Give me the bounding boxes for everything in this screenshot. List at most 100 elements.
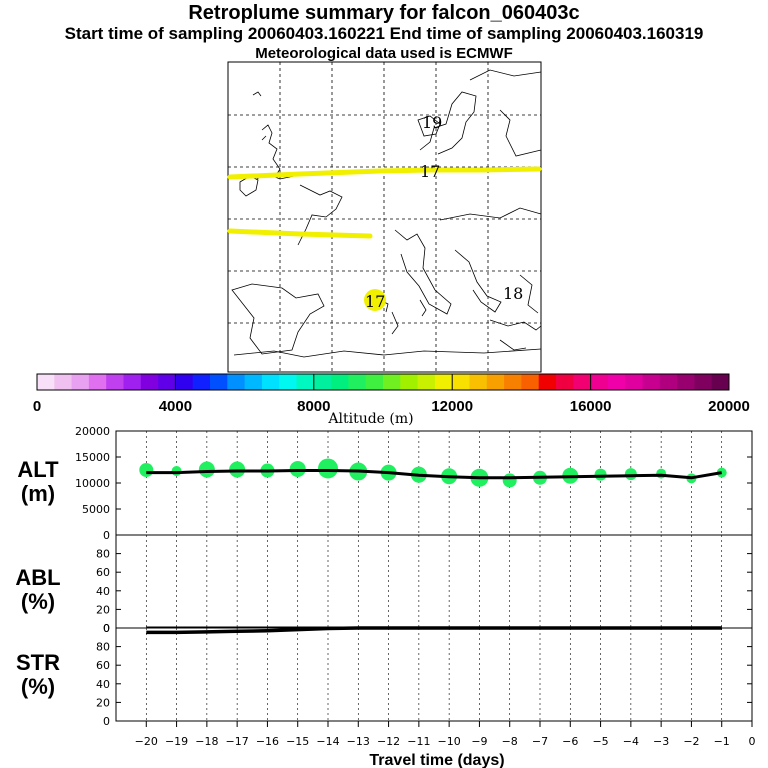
colorbar-swatch — [659, 374, 678, 390]
colorbar-swatch — [279, 374, 297, 390]
x-tick-label: −12 — [377, 735, 400, 748]
colorbar-tick-label: 20000 — [708, 398, 750, 415]
x-tick-label: −4 — [623, 735, 639, 748]
colorbar-swatch — [365, 374, 384, 390]
map-label-17-south: 17 — [365, 292, 385, 311]
colorbar-swatch — [71, 374, 90, 390]
colorbar-swatch — [677, 374, 695, 390]
met-data-line: Meteorological data used is ECMWF — [255, 45, 513, 62]
colorbar-swatch — [486, 374, 505, 390]
abl-ytick-label: 0 — [103, 622, 110, 635]
alt-ytick-label: 5000 — [82, 503, 110, 516]
colorbar-swatch — [175, 374, 194, 390]
str-ytick-label: 20 — [96, 696, 110, 709]
colorbar-swatch — [642, 374, 661, 390]
str-ytick-label: 80 — [96, 641, 110, 654]
colorbar-title: Altitude (m) — [327, 411, 413, 427]
alt-point — [139, 463, 154, 477]
alt-ytick-label: 15000 — [75, 451, 110, 464]
colorbar-swatch — [54, 374, 73, 390]
plume-marker — [364, 289, 386, 311]
colorbar-swatch — [106, 374, 124, 390]
map-gridlines — [228, 62, 541, 372]
abl-label-line2: (%) — [20, 589, 56, 614]
colorbar-swatch — [469, 374, 488, 390]
plume-track-north — [227, 166, 542, 180]
abl-panel-frame — [115, 534, 753, 629]
abl-ytick-label: 20 — [96, 603, 110, 616]
colorbar-swatch — [296, 374, 315, 390]
altitude-colorbar — [37, 374, 730, 390]
colorbar-tick-labels: 0 4000 8000 12000 16000 20000 — [33, 374, 750, 415]
str-ytick-label: 40 — [96, 678, 110, 691]
colorbar-swatch — [261, 374, 280, 390]
alt-label-line1: ALT — [17, 457, 59, 482]
colorbar-swatch — [400, 374, 419, 390]
colorbar-swatch — [452, 374, 470, 390]
x-tick-label: −5 — [592, 735, 608, 748]
colorbar-swatch — [556, 374, 574, 390]
map-panel: 19 17 17 18 — [227, 61, 542, 373]
colorbar-swatch — [313, 374, 332, 390]
abl-ytick-label: 60 — [96, 566, 110, 579]
alt-panel-frame — [115, 430, 753, 536]
alt-point — [289, 460, 306, 477]
colorbar-swatch — [123, 374, 142, 390]
colorbar-tick-label: 12000 — [431, 398, 473, 415]
alt-point — [198, 461, 215, 478]
x-tick-label: −16 — [256, 735, 279, 748]
chart-title: Retroplume summary for falcon_060403c — [188, 2, 580, 24]
x-axis-tick-labels: −20 −19 −18 −17 −16 −15 −14 −13 −12 −11 −10 −9 −8 −7−… — [135, 721, 756, 748]
alt-series-line — [146, 469, 722, 480]
x-tick-label: 0 — [749, 735, 756, 748]
plume-track-south — [227, 228, 373, 239]
x-tick-label: −20 — [135, 735, 158, 748]
x-tick-label: −11 — [407, 735, 430, 748]
colorbar-swatch — [538, 374, 557, 390]
str-panel-frame — [115, 627, 753, 722]
str-series-line — [146, 626, 722, 635]
map-label-17-north: 17 — [420, 162, 440, 181]
x-tick-label: −13 — [347, 735, 370, 748]
colorbar-swatch — [521, 374, 540, 390]
str-ytick-label: 0 — [103, 622, 110, 635]
x-tick-label: −7 — [532, 735, 548, 748]
colorbar-swatch — [158, 374, 176, 390]
x-tick-label: −6 — [562, 735, 578, 748]
abl-ytick-label: 40 — [96, 585, 110, 598]
str-label-line1: STR — [16, 650, 60, 675]
x-axis-title: Travel time (days) — [369, 752, 504, 768]
map-label-18: 18 — [503, 284, 523, 303]
colorbar-swatch — [625, 374, 643, 390]
colorbar-tick-label: 0 — [33, 398, 41, 415]
colorbar-tick-label: 8000 — [297, 398, 330, 415]
alt-point — [502, 473, 517, 488]
colorbar-swatch — [504, 374, 522, 390]
x-tick-label: −14 — [316, 735, 339, 748]
sampling-time-line: Start time of sampling 20060403.160221 E… — [64, 24, 704, 43]
str-ytick-label: 60 — [96, 659, 110, 672]
x-tick-label: −2 — [683, 735, 699, 748]
colorbar-swatch — [417, 374, 436, 390]
colorbar-swatch — [227, 374, 246, 390]
str-label-line2: (%) — [20, 674, 56, 699]
x-tick-label: −18 — [195, 735, 218, 748]
plume-tracks — [227, 166, 542, 239]
colorbar-swatch — [244, 374, 263, 390]
colorbar-swatch — [140, 374, 159, 390]
colorbar-swatch — [348, 374, 367, 390]
colorbar-swatch — [434, 374, 453, 390]
colorbar-tick-label: 16000 — [570, 398, 612, 415]
x-tick-label: −10 — [438, 735, 461, 748]
colorbar-swatch — [88, 374, 107, 390]
colorbar-swatch — [383, 374, 401, 390]
x-tick-label: −19 — [165, 735, 188, 748]
x-tick-label: −1 — [714, 735, 730, 748]
alt-ytick-label: 0 — [103, 529, 110, 542]
colorbar-swatch — [607, 374, 626, 390]
x-tick-label: −17 — [226, 735, 249, 748]
colorbar-swatch — [573, 374, 592, 390]
colorbar-swatch — [192, 374, 211, 390]
alt-ytick-label: 10000 — [75, 477, 110, 490]
